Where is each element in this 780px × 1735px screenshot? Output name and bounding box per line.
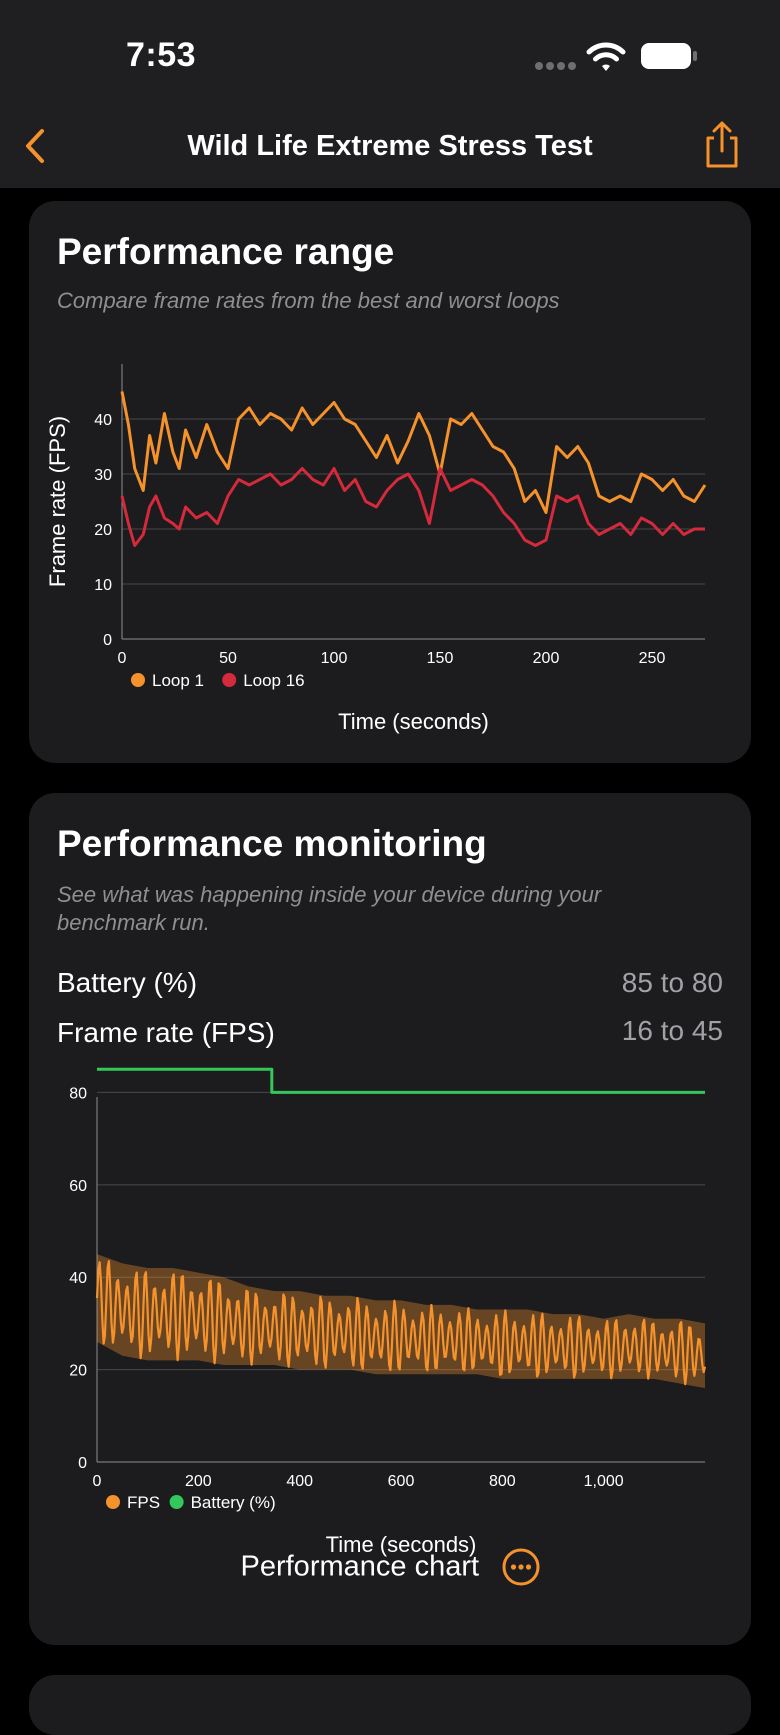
- y-tick-label: 0: [78, 1455, 87, 1472]
- status-bar: 7:53: [0, 0, 780, 100]
- y-axis-title: Frame rate (FPS): [45, 416, 70, 587]
- framerate-stat-label: Frame rate (FPS): [57, 1017, 275, 1048]
- wifi-icon: [586, 42, 626, 71]
- x-axis-title: Time (seconds): [338, 709, 489, 734]
- legend-label-1: Battery (%): [191, 1493, 276, 1512]
- legend-marker-0: [131, 673, 145, 687]
- performance-range-chart: 0 10 20 30 40 0 50 100 150 200 250 Loop 1 Loop 16 Tim…: [45, 364, 707, 734]
- performance-range-title: Performance range: [57, 231, 395, 272]
- y-tick-label: 0: [103, 632, 112, 649]
- series-0-line: [95, 1260, 707, 1386]
- x-tick-label: 100: [321, 650, 348, 667]
- share-icon[interactable]: [700, 120, 744, 170]
- performance-range-subtitle: Compare frame rates from the best and wo…: [57, 288, 560, 313]
- legend-label-0: Loop 1: [152, 671, 204, 690]
- framerate-stat-value: 16 to 45: [621, 1015, 723, 1046]
- y-tick-label: 80: [69, 1085, 87, 1102]
- y-tick-label: 60: [69, 1178, 87, 1195]
- page-title: Wild Life Extreme Stress Test: [187, 130, 593, 162]
- y-tick-label: 40: [69, 1270, 87, 1287]
- x-tick-label: 200: [533, 650, 560, 667]
- y-tick-label: 40: [94, 412, 112, 429]
- performance-range-card: Performance range Compare frame rates fr…: [29, 201, 751, 763]
- legend-marker-1: [169, 1495, 184, 1509]
- series-1-line: [120, 467, 705, 547]
- x-tick-label: 1,000: [584, 1473, 624, 1490]
- performance-monitoring-title: Performance monitoring: [57, 823, 487, 864]
- performance-chart-button[interactable]: Performance chart: [29, 1548, 751, 1598]
- x-tick-label: 250: [639, 650, 666, 667]
- performance-monitoring-subtitle: See what was happening inside your devic…: [57, 882, 602, 935]
- legend-label-0: FPS: [127, 1493, 160, 1512]
- y-tick-label: 20: [69, 1363, 87, 1380]
- y-tick-label: 20: [94, 522, 112, 539]
- legend-marker-1: [222, 673, 237, 687]
- series-1-line: [97, 1067, 705, 1094]
- performance-monitoring-card: Performance monitoring See what was happ…: [29, 793, 751, 1645]
- battery-stat-label: Battery (%): [57, 967, 198, 998]
- x-tick-label: 200: [185, 1473, 212, 1490]
- x-axis-title: Time (seconds): [326, 1532, 477, 1557]
- battery-stat-value: 85 to 80: [621, 967, 723, 998]
- performance-chart-label: Performance chart: [240, 1550, 480, 1583]
- nav-bar: Wild Life Extreme Stress Test: [0, 100, 780, 188]
- status-time: 7:53: [126, 36, 197, 74]
- chevron-left-icon[interactable]: [20, 126, 50, 166]
- y-tick-label: 10: [94, 577, 112, 594]
- y-tick-label: 30: [94, 467, 112, 484]
- x-tick-label: 0: [118, 650, 127, 667]
- legend-label-1: Loop 16: [243, 671, 304, 690]
- series-0-range-band: [97, 1254, 705, 1389]
- series-0-line: [120, 391, 707, 514]
- signal-icon: [535, 62, 577, 72]
- x-tick-label: 50: [219, 650, 237, 667]
- legend-marker-0: [106, 1495, 120, 1509]
- x-tick-label: 400: [286, 1473, 313, 1490]
- more-icon[interactable]: [502, 1548, 540, 1586]
- x-tick-label: 600: [388, 1473, 415, 1490]
- x-tick-label: 800: [489, 1473, 516, 1490]
- x-tick-label: 0: [93, 1473, 102, 1490]
- next-card: [29, 1675, 751, 1735]
- battery-icon: [641, 43, 697, 69]
- x-tick-label: 150: [427, 650, 454, 667]
